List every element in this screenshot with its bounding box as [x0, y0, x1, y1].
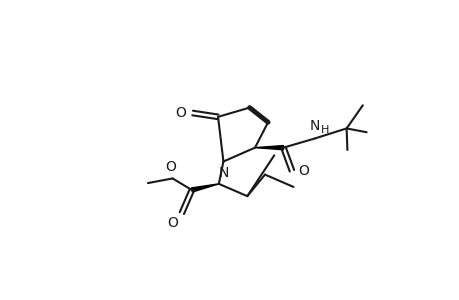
- Text: O: O: [164, 160, 175, 174]
- Text: N: N: [309, 119, 319, 133]
- Text: O: O: [167, 216, 178, 230]
- Text: O: O: [297, 164, 308, 178]
- Text: O: O: [175, 106, 186, 120]
- Text: N: N: [218, 166, 229, 180]
- Polygon shape: [254, 146, 283, 150]
- Text: H: H: [320, 125, 329, 135]
- Polygon shape: [191, 184, 218, 192]
